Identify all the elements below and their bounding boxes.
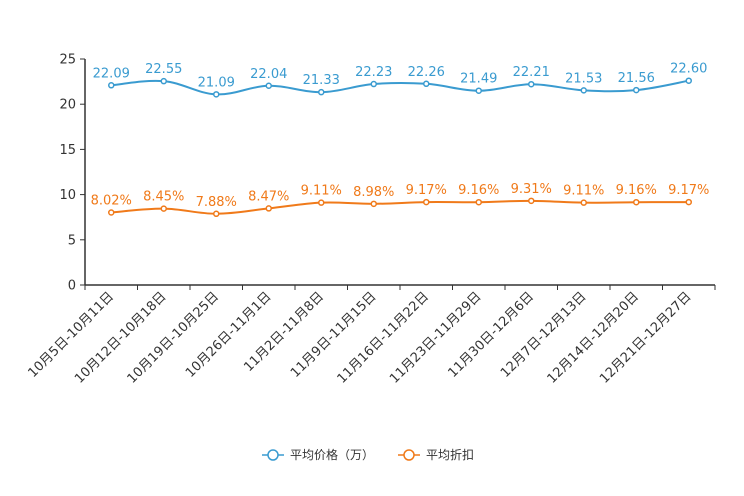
series-line-1 <box>111 199 689 215</box>
data-point[interactable] <box>213 210 220 218</box>
legend-label-price: 平均价格（万） <box>290 447 374 462</box>
y-tick-label: 25 <box>59 53 76 68</box>
data-label: 9.17% <box>668 183 709 198</box>
x-tick-label: 11月16日-11月22日 <box>335 289 432 386</box>
data-label: 8.02% <box>91 193 132 208</box>
data-label: 9.16% <box>458 183 499 198</box>
data-point[interactable] <box>580 87 587 94</box>
y-tick-label: 15 <box>59 143 76 158</box>
data-point[interactable] <box>423 80 430 88</box>
data-point[interactable] <box>633 198 640 206</box>
data-label: 22.21 <box>513 65 550 80</box>
data-point[interactable] <box>580 199 587 206</box>
data-point[interactable] <box>475 198 482 206</box>
axes: 0 5 10 15 20 25 10月5日-10月11日10月12日-10月18日10月19… <box>25 53 716 387</box>
data-point[interactable] <box>265 205 272 212</box>
data-label: 9.11% <box>301 184 342 199</box>
data-point[interactable] <box>685 77 692 84</box>
data-label: 8.47% <box>248 189 289 204</box>
x-tick-label: 10月5日-10月11日 <box>25 289 117 381</box>
data-point[interactable] <box>633 86 640 94</box>
legend-item-discount[interactable]: 平均折扣 <box>398 447 474 462</box>
data-label: 21.53 <box>565 71 602 86</box>
data-label: 22.60 <box>670 62 707 77</box>
data-label: 9.11% <box>563 184 604 199</box>
data-label: 21.56 <box>618 71 655 86</box>
data-point[interactable] <box>265 82 272 90</box>
data-label: 8.98% <box>353 185 394 200</box>
data-label: 22.26 <box>408 65 445 80</box>
y-tick-label: 5 <box>68 233 76 248</box>
data-label: 9.31% <box>511 182 552 197</box>
data-label: 9.16% <box>616 183 657 198</box>
data-point[interactable] <box>370 80 377 88</box>
data-point[interactable] <box>370 200 377 208</box>
data-label: 22.09 <box>93 66 130 81</box>
data-point[interactable] <box>213 91 220 98</box>
x-tick-label: 12月21日-12月27日 <box>597 289 694 386</box>
legend-label-discount: 平均折扣 <box>426 447 474 462</box>
data-point[interactable] <box>108 82 115 89</box>
legend-item-price[interactable]: 平均价格（万） <box>262 447 374 462</box>
x-tick-label: 10月19日-10月25日 <box>125 289 222 386</box>
x-tick-label: 11月23日-11月29日 <box>387 289 484 386</box>
data-label: 9.17% <box>406 183 447 198</box>
series-line-0 <box>111 79 689 96</box>
y-tick-label: 10 <box>59 188 76 203</box>
data-label: 21.49 <box>460 72 497 87</box>
series-layer: 22.09 22.55 21.09 22.04 21.33 22.23 22.26 21.49… <box>91 62 709 218</box>
data-label: 21.09 <box>198 75 235 90</box>
y-tick-label: 20 <box>59 98 76 113</box>
data-point[interactable] <box>423 198 430 206</box>
data-label: 21.33 <box>303 73 340 88</box>
data-point[interactable] <box>528 197 535 205</box>
x-tick-label: 12月14日-12月20日 <box>545 289 642 386</box>
data-label: 7.88% <box>196 195 237 210</box>
data-point[interactable] <box>160 205 167 212</box>
data-point[interactable] <box>475 87 482 94</box>
data-point[interactable] <box>685 198 692 206</box>
data-label: 22.55 <box>145 62 182 77</box>
data-point[interactable] <box>318 88 325 96</box>
data-label: 22.04 <box>250 67 287 82</box>
data-point[interactable] <box>108 209 115 216</box>
data-point[interactable] <box>160 77 167 85</box>
legend[interactable]: 平均价格（万） 平均折扣 <box>262 447 474 462</box>
data-point[interactable] <box>528 80 535 88</box>
data-label: 22.23 <box>355 65 392 80</box>
x-tick-label: 10月12日-10月18日 <box>72 289 169 386</box>
data-point[interactable] <box>318 199 325 206</box>
data-label: 8.45% <box>143 190 184 205</box>
y-tick-label: 0 <box>68 279 76 294</box>
